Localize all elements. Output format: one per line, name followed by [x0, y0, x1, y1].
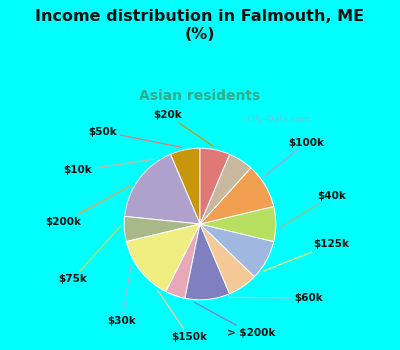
Text: Asian residents: Asian residents [139, 89, 261, 103]
Wedge shape [126, 224, 200, 292]
Text: $40k: $40k [280, 191, 346, 228]
Text: $30k: $30k [107, 264, 136, 326]
Text: > $200k: > $200k [195, 302, 275, 338]
Wedge shape [200, 148, 230, 224]
Text: $75k: $75k [58, 226, 120, 285]
Text: $10k: $10k [64, 159, 156, 175]
Wedge shape [125, 154, 200, 224]
Text: $20k: $20k [153, 110, 213, 146]
Wedge shape [200, 206, 276, 242]
Wedge shape [185, 224, 230, 300]
Text: $150k: $150k [158, 290, 207, 342]
Text: $200k: $200k [45, 186, 131, 227]
Wedge shape [200, 224, 274, 276]
Wedge shape [200, 224, 254, 294]
Text: $60k: $60k [228, 293, 324, 303]
Text: Income distribution in Falmouth, ME
(%): Income distribution in Falmouth, ME (%) [36, 9, 364, 42]
Text: $125k: $125k [264, 239, 349, 271]
Text: $100k: $100k [265, 138, 324, 176]
Text: $50k: $50k [89, 127, 182, 147]
Text: City-Data.com: City-Data.com [247, 116, 311, 125]
Wedge shape [200, 154, 251, 224]
Wedge shape [166, 224, 200, 298]
Wedge shape [124, 216, 200, 242]
Wedge shape [200, 168, 274, 224]
Wedge shape [170, 148, 200, 224]
